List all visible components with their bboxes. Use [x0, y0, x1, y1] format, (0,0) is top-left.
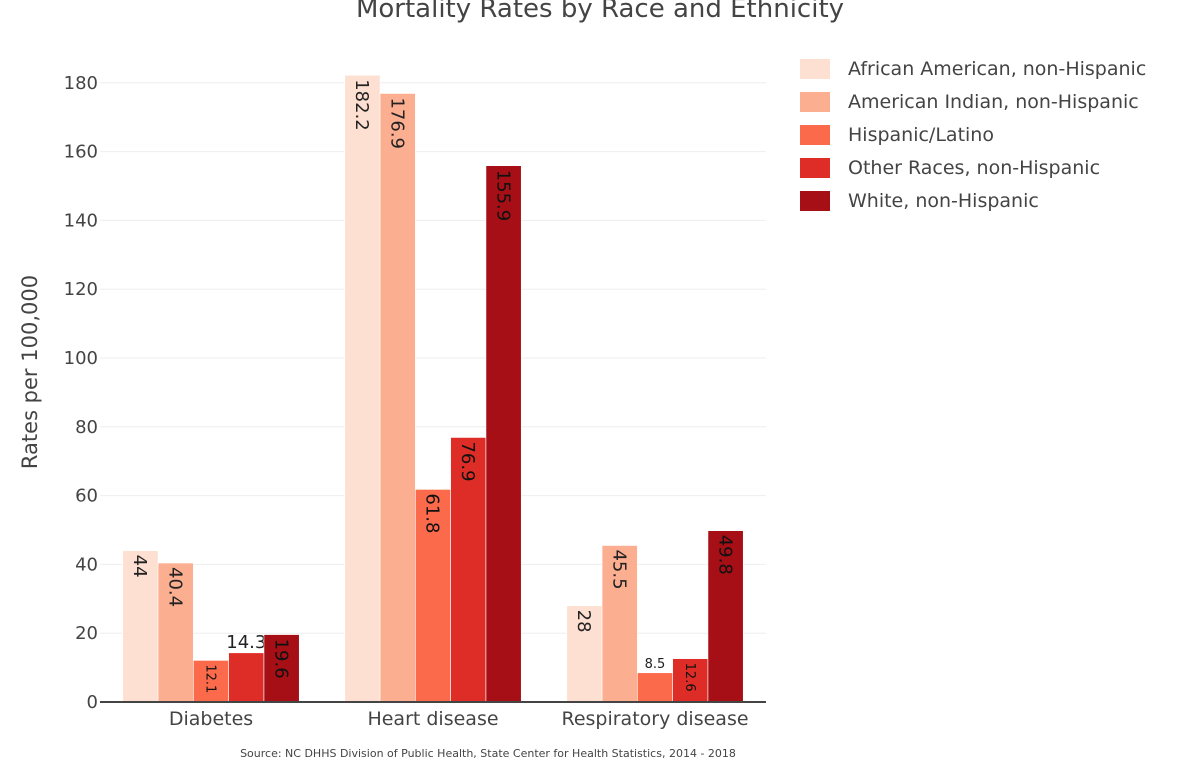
data-label: 8.5: [645, 657, 666, 672]
y-tick-label: 140: [64, 210, 98, 231]
data-label: 44: [129, 555, 150, 578]
data-label: 19.6: [270, 639, 291, 679]
bar: [707, 530, 744, 703]
legend-swatch: [800, 124, 830, 145]
legend-label: Hispanic/Latino: [848, 123, 994, 146]
bar: [601, 545, 638, 703]
data-label: 40.4: [164, 567, 185, 607]
bar: [672, 658, 709, 703]
y-tick-label: 0: [87, 692, 98, 713]
x-tick-label: Heart disease: [367, 708, 498, 730]
data-label: 12.1: [202, 664, 217, 693]
data-label: 155.9: [492, 170, 513, 222]
bar: [122, 550, 159, 703]
data-label: 12.6: [682, 663, 697, 692]
legend-label: American Indian, non-Hispanic: [848, 90, 1139, 113]
bar: [379, 93, 416, 703]
y-tick-label: 60: [75, 486, 98, 507]
bar: [450, 437, 487, 703]
x-tick-label: Diabetes: [169, 708, 253, 730]
source-note: Source: NC DHHS Division of Public Healt…: [240, 747, 736, 760]
y-tick-label: 20: [75, 623, 98, 644]
bar: [485, 165, 522, 703]
x-tick-label: Respiratory disease: [561, 708, 748, 730]
y-tick-label: 120: [64, 279, 98, 300]
legend-item[interactable]: Hispanic/Latino: [800, 118, 1146, 151]
y-tick-label: 80: [75, 417, 98, 438]
legend-item[interactable]: African American, non-Hispanic: [800, 52, 1146, 85]
legend-item[interactable]: American Indian, non-Hispanic: [800, 85, 1146, 118]
bar: [637, 672, 673, 703]
y-tick-label: 40: [75, 554, 98, 575]
bar: [263, 634, 300, 703]
y-tick-label: 180: [64, 73, 98, 94]
data-label: 176.9: [386, 97, 407, 149]
data-label: 28: [573, 610, 594, 633]
legend-label: White, non-Hispanic: [848, 189, 1039, 212]
data-label: 182.2: [351, 79, 372, 131]
data-label: 14.3: [226, 632, 266, 653]
bar: [344, 74, 381, 703]
data-label: 45.5: [608, 549, 629, 589]
y-tick-label: 100: [64, 348, 98, 369]
legend-item[interactable]: Other Races, non-Hispanic: [800, 151, 1146, 184]
data-label: 76.9: [457, 441, 478, 481]
legend-item[interactable]: White, non-Hispanic: [800, 184, 1146, 217]
bar: [193, 660, 229, 703]
legend-swatch: [800, 157, 830, 178]
legend: African American, non-Hispanic American I…: [800, 52, 1146, 217]
data-label: 61.8: [422, 493, 443, 533]
legend-swatch: [800, 190, 830, 211]
legend-swatch: [800, 58, 830, 79]
legend-swatch: [800, 91, 830, 112]
bar: [228, 652, 265, 703]
legend-label: Other Races, non-Hispanic: [848, 156, 1101, 179]
data-label: 49.8: [714, 535, 735, 575]
chart-title: Mortality Rates by Race and Ethnicity: [355, 0, 845, 24]
bar: [157, 562, 194, 703]
y-tick-label: 160: [64, 142, 98, 163]
legend-label: African American, non-Hispanic: [848, 57, 1147, 80]
